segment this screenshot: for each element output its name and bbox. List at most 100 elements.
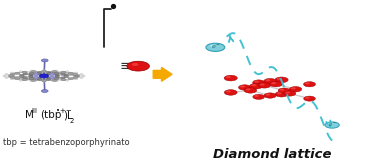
Circle shape bbox=[47, 77, 52, 79]
Circle shape bbox=[270, 81, 282, 87]
Circle shape bbox=[258, 83, 271, 88]
Text: $e^-$: $e^-$ bbox=[211, 44, 221, 51]
Circle shape bbox=[31, 79, 36, 82]
Text: tbp = tetrabenzoporphyrinato: tbp = tetrabenzoporphyrinato bbox=[3, 138, 129, 147]
Circle shape bbox=[304, 96, 315, 101]
Circle shape bbox=[80, 77, 83, 78]
Circle shape bbox=[42, 70, 46, 71]
Circle shape bbox=[328, 123, 333, 125]
Circle shape bbox=[285, 92, 290, 94]
Circle shape bbox=[132, 63, 138, 66]
Circle shape bbox=[224, 90, 237, 95]
Text: $e^-$: $e^-$ bbox=[328, 121, 337, 129]
Circle shape bbox=[61, 79, 66, 81]
Circle shape bbox=[305, 82, 310, 84]
Circle shape bbox=[46, 78, 51, 80]
Circle shape bbox=[80, 74, 83, 75]
Circle shape bbox=[54, 72, 59, 74]
Circle shape bbox=[265, 79, 270, 81]
Circle shape bbox=[260, 83, 265, 85]
Circle shape bbox=[271, 82, 276, 84]
Circle shape bbox=[36, 77, 41, 79]
Circle shape bbox=[305, 97, 310, 99]
Circle shape bbox=[284, 91, 296, 96]
Text: )L: )L bbox=[63, 111, 73, 120]
FancyArrow shape bbox=[153, 67, 172, 81]
Circle shape bbox=[68, 78, 73, 80]
Circle shape bbox=[64, 74, 68, 76]
Circle shape bbox=[39, 74, 48, 78]
Circle shape bbox=[275, 91, 288, 97]
Circle shape bbox=[29, 72, 34, 74]
Circle shape bbox=[65, 71, 69, 72]
Circle shape bbox=[61, 71, 66, 73]
Circle shape bbox=[23, 77, 28, 79]
Circle shape bbox=[325, 122, 339, 128]
Circle shape bbox=[41, 90, 48, 92]
Circle shape bbox=[10, 76, 15, 79]
Circle shape bbox=[60, 77, 65, 79]
Circle shape bbox=[22, 79, 27, 81]
Circle shape bbox=[55, 76, 59, 78]
Circle shape bbox=[47, 73, 52, 75]
Circle shape bbox=[254, 95, 259, 97]
Circle shape bbox=[19, 71, 22, 72]
Circle shape bbox=[74, 78, 78, 80]
Circle shape bbox=[226, 90, 231, 93]
Circle shape bbox=[64, 76, 68, 78]
Circle shape bbox=[54, 70, 58, 71]
Circle shape bbox=[10, 78, 14, 80]
Circle shape bbox=[50, 77, 55, 79]
Circle shape bbox=[74, 72, 78, 73]
Circle shape bbox=[33, 77, 39, 79]
Circle shape bbox=[82, 75, 85, 77]
Circle shape bbox=[10, 72, 14, 73]
Circle shape bbox=[249, 83, 263, 89]
Circle shape bbox=[73, 73, 78, 76]
Circle shape bbox=[266, 94, 270, 96]
Text: Diamond lattice: Diamond lattice bbox=[212, 148, 331, 161]
Circle shape bbox=[42, 80, 46, 82]
Circle shape bbox=[73, 76, 78, 79]
Circle shape bbox=[52, 70, 57, 73]
Circle shape bbox=[5, 77, 8, 78]
Circle shape bbox=[210, 45, 216, 47]
Circle shape bbox=[23, 73, 28, 75]
Circle shape bbox=[264, 93, 276, 98]
Circle shape bbox=[33, 73, 39, 75]
Circle shape bbox=[29, 78, 34, 80]
Circle shape bbox=[54, 81, 58, 82]
Circle shape bbox=[65, 80, 69, 81]
Circle shape bbox=[264, 78, 276, 84]
Circle shape bbox=[46, 72, 51, 74]
Circle shape bbox=[246, 88, 251, 90]
Text: M: M bbox=[25, 111, 34, 120]
Circle shape bbox=[30, 81, 34, 82]
Circle shape bbox=[20, 76, 24, 78]
Circle shape bbox=[52, 79, 57, 82]
Text: ≡: ≡ bbox=[119, 59, 131, 73]
Circle shape bbox=[253, 80, 265, 85]
Circle shape bbox=[19, 80, 22, 81]
Circle shape bbox=[278, 88, 290, 93]
Circle shape bbox=[29, 74, 33, 76]
Circle shape bbox=[36, 73, 41, 75]
Circle shape bbox=[10, 73, 15, 76]
Circle shape bbox=[3, 75, 6, 77]
Circle shape bbox=[206, 43, 225, 51]
Circle shape bbox=[251, 84, 256, 86]
Circle shape bbox=[29, 76, 33, 78]
Circle shape bbox=[240, 85, 245, 88]
Circle shape bbox=[31, 70, 36, 73]
Circle shape bbox=[280, 89, 284, 91]
Circle shape bbox=[22, 71, 27, 73]
Circle shape bbox=[304, 82, 316, 87]
Circle shape bbox=[55, 74, 59, 76]
Circle shape bbox=[127, 61, 149, 71]
Circle shape bbox=[42, 70, 46, 72]
Circle shape bbox=[41, 59, 48, 62]
Circle shape bbox=[291, 87, 296, 89]
Circle shape bbox=[60, 73, 65, 75]
Circle shape bbox=[277, 78, 282, 80]
Circle shape bbox=[42, 81, 46, 82]
